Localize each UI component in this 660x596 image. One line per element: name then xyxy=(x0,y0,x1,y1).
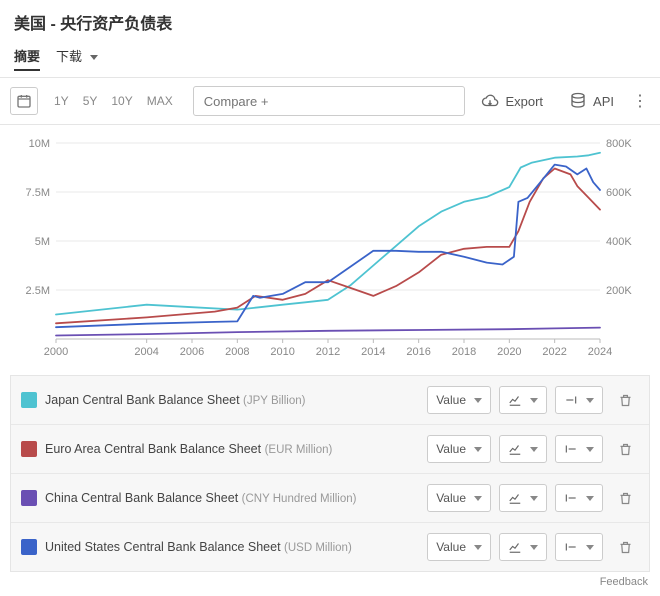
remove-series-button[interactable] xyxy=(611,386,639,414)
database-icon xyxy=(569,92,587,110)
svg-text:2006: 2006 xyxy=(180,346,204,358)
svg-text:600K: 600K xyxy=(606,187,632,199)
chevron-down-icon xyxy=(86,49,98,64)
chevron-down-icon xyxy=(582,442,594,456)
axis-align-icon xyxy=(564,540,578,554)
axis-selector[interactable] xyxy=(555,484,603,512)
tab-download[interactable]: 下载 xyxy=(56,42,98,71)
line-chart-icon xyxy=(508,540,522,554)
svg-text:2024: 2024 xyxy=(588,346,612,358)
chart-type-selector[interactable] xyxy=(499,435,547,463)
svg-text:2018: 2018 xyxy=(452,346,476,358)
remove-series-button[interactable] xyxy=(611,533,639,561)
axis-selector[interactable] xyxy=(555,435,603,463)
trash-icon xyxy=(618,491,633,506)
svg-text:2.5M: 2.5M xyxy=(26,285,50,297)
chevron-down-icon xyxy=(526,442,538,456)
chevron-down-icon xyxy=(582,491,594,505)
chevron-down-icon xyxy=(526,491,538,505)
axis-selector[interactable] xyxy=(555,386,603,414)
value-selector[interactable]: Value xyxy=(427,533,491,561)
remove-series-button[interactable] xyxy=(611,435,639,463)
chevron-down-icon xyxy=(470,442,482,456)
chevron-down-icon xyxy=(582,393,594,407)
svg-text:800K: 800K xyxy=(606,138,632,150)
series-swatch xyxy=(21,441,37,457)
svg-text:2008: 2008 xyxy=(225,346,249,358)
series-swatch xyxy=(21,490,37,506)
calendar-button[interactable] xyxy=(10,87,38,115)
api-button[interactable]: API xyxy=(559,87,624,115)
chart-type-selector[interactable] xyxy=(499,484,547,512)
series-label: United States Central Bank Balance Sheet… xyxy=(45,540,419,554)
range-tabs: 1Y 5Y 10Y MAX xyxy=(54,94,173,108)
chevron-down-icon xyxy=(526,393,538,407)
axis-selector[interactable] xyxy=(555,533,603,561)
tab-summary[interactable]: 摘要 xyxy=(14,42,40,71)
svg-text:5M: 5M xyxy=(35,236,50,248)
svg-text:2012: 2012 xyxy=(316,346,340,358)
range-max[interactable]: MAX xyxy=(147,94,173,108)
svg-text:400K: 400K xyxy=(606,236,632,248)
tab-download-label: 下载 xyxy=(56,49,82,64)
range-10y[interactable]: 10Y xyxy=(111,94,132,108)
more-menu[interactable]: ⋮ xyxy=(630,91,650,111)
tab-bar: 摘要 下载 xyxy=(14,42,646,71)
svg-text:2020: 2020 xyxy=(497,346,521,358)
legend-row: Euro Area Central Bank Balance Sheet (EU… xyxy=(11,425,649,474)
axis-align-icon xyxy=(564,442,578,456)
feedback-link[interactable]: Feedback xyxy=(0,572,660,596)
range-1y[interactable]: 1Y xyxy=(54,94,69,108)
svg-text:2014: 2014 xyxy=(361,346,385,358)
remove-series-button[interactable] xyxy=(611,484,639,512)
export-button[interactable]: Export xyxy=(471,87,553,115)
legend-row: China Central Bank Balance Sheet (CNY Hu… xyxy=(11,474,649,523)
svg-text:10M: 10M xyxy=(29,138,50,150)
toolbar: 1Y 5Y 10Y MAX Export API ⋮ xyxy=(0,78,660,125)
series-swatch xyxy=(21,392,37,408)
line-chart-icon xyxy=(508,442,522,456)
line-chart-icon xyxy=(508,491,522,505)
chevron-down-icon xyxy=(582,540,594,554)
legend-panel: Japan Central Bank Balance Sheet (JPY Bi… xyxy=(10,375,650,572)
series-label: China Central Bank Balance Sheet (CNY Hu… xyxy=(45,491,419,505)
chart-type-selector[interactable] xyxy=(499,533,547,561)
chevron-down-icon xyxy=(470,393,482,407)
page-title: 美国 - 央行资产负债表 xyxy=(14,10,646,34)
svg-text:2000: 2000 xyxy=(44,346,68,358)
legend-row: United States Central Bank Balance Sheet… xyxy=(11,523,649,571)
compare-input[interactable] xyxy=(193,86,466,116)
cloud-download-icon xyxy=(481,92,499,110)
chevron-down-icon xyxy=(526,540,538,554)
svg-text:2010: 2010 xyxy=(270,346,294,358)
axis-align-icon xyxy=(564,393,578,407)
chevron-down-icon xyxy=(470,491,482,505)
api-label: API xyxy=(593,94,614,109)
trash-icon xyxy=(618,442,633,457)
chart-type-selector[interactable] xyxy=(499,386,547,414)
trash-icon xyxy=(618,393,633,408)
value-selector[interactable]: Value xyxy=(427,484,491,512)
chevron-down-icon xyxy=(470,540,482,554)
axis-align-icon xyxy=(564,491,578,505)
series-swatch xyxy=(21,539,37,555)
balance-sheet-chart[interactable]: 2.5M 5M 7.5M 10M 200K 400K 600K 800K 2000 2004 200… xyxy=(12,135,648,365)
legend-row: Japan Central Bank Balance Sheet (JPY Bi… xyxy=(11,376,649,425)
series-label: Euro Area Central Bank Balance Sheet (EU… xyxy=(45,442,419,456)
trash-icon xyxy=(618,540,633,555)
line-chart-icon xyxy=(508,393,522,407)
svg-text:2016: 2016 xyxy=(406,346,430,358)
series-label: Japan Central Bank Balance Sheet (JPY Bi… xyxy=(45,393,419,407)
svg-text:7.5M: 7.5M xyxy=(26,187,50,199)
value-selector[interactable]: Value xyxy=(427,386,491,414)
value-selector[interactable]: Value xyxy=(427,435,491,463)
svg-text:2022: 2022 xyxy=(542,346,566,358)
svg-text:2004: 2004 xyxy=(134,346,158,358)
range-5y[interactable]: 5Y xyxy=(83,94,98,108)
svg-text:200K: 200K xyxy=(606,285,632,297)
export-label: Export xyxy=(505,94,543,109)
